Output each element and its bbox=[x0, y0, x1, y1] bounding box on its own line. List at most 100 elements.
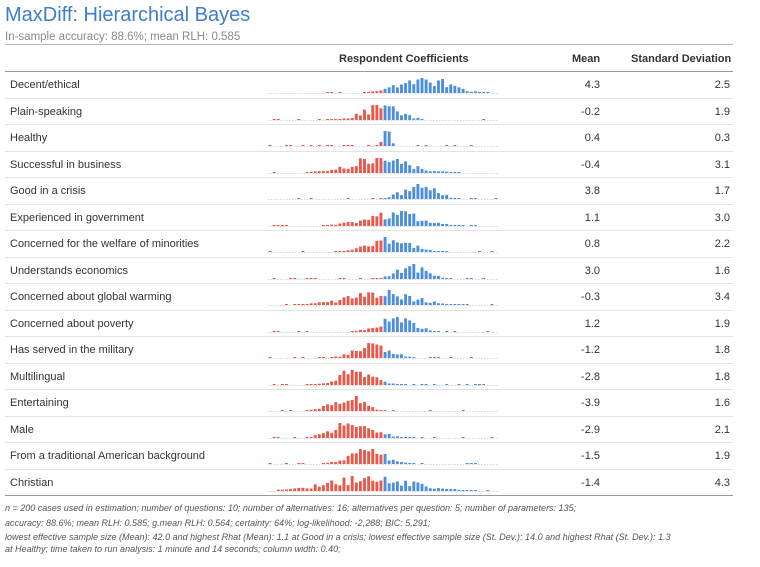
histogram-bar bbox=[330, 145, 334, 146]
histogram-bar bbox=[453, 145, 457, 146]
histogram-bar bbox=[428, 222, 432, 226]
histogram-bar bbox=[416, 327, 420, 332]
histogram-bar bbox=[408, 265, 412, 279]
histogram-bar bbox=[461, 410, 465, 411]
table-row: Concerned about global warming -0.3 3.4 bbox=[5, 284, 733, 311]
histogram-bar bbox=[453, 224, 457, 226]
footnote-2: accuracy: 88.6%; mean RLH: 0.585; g.mean… bbox=[5, 518, 431, 528]
histogram-bar bbox=[334, 251, 338, 252]
histogram-bar bbox=[354, 453, 358, 464]
histogram-bar bbox=[367, 246, 371, 252]
histogram-bar bbox=[338, 166, 342, 173]
histogram-bar bbox=[309, 277, 313, 279]
histogram-bar bbox=[469, 224, 473, 226]
histogram-bar bbox=[395, 316, 399, 332]
histogram-bar bbox=[338, 251, 342, 252]
histogram-bar bbox=[404, 317, 408, 332]
histogram-bar bbox=[391, 317, 395, 332]
histogram-bar bbox=[330, 169, 334, 173]
histogram-bar bbox=[416, 184, 420, 199]
row-mean: 0.4 bbox=[584, 132, 600, 144]
histogram-bar bbox=[395, 354, 399, 358]
histogram-bar bbox=[461, 224, 465, 226]
histogram-bar bbox=[326, 404, 330, 411]
histogram-bar bbox=[375, 277, 379, 279]
histogram-bar bbox=[297, 198, 301, 199]
histogram-bar bbox=[309, 171, 313, 173]
row-standard-deviation: 4.3 bbox=[714, 476, 730, 489]
histogram-bar bbox=[354, 165, 358, 173]
histogram-bar bbox=[457, 198, 461, 199]
histogram-bar bbox=[338, 484, 342, 491]
histogram-bar bbox=[367, 219, 371, 226]
histogram-bar bbox=[412, 186, 416, 199]
histogram-bar bbox=[305, 487, 309, 491]
coefficient-histogram bbox=[268, 449, 498, 465]
histogram-bar bbox=[321, 224, 325, 226]
histogram-bar bbox=[363, 477, 366, 491]
histogram-bar bbox=[358, 403, 362, 411]
histogram-bar bbox=[354, 297, 358, 305]
histogram-bar bbox=[326, 145, 330, 146]
histogram-bar bbox=[412, 117, 416, 120]
histogram-bar bbox=[400, 321, 403, 332]
histogram-bar bbox=[358, 371, 362, 385]
histogram-bar bbox=[272, 118, 276, 120]
histogram-bar bbox=[391, 85, 395, 93]
histogram-bar bbox=[416, 79, 420, 93]
histogram-bar bbox=[346, 198, 350, 199]
table-row: Christian -1.4 4.3 bbox=[5, 470, 733, 496]
histogram-bar bbox=[289, 145, 293, 146]
histogram-bar bbox=[469, 198, 473, 199]
row-standard-deviation: 3.4 bbox=[714, 291, 730, 303]
histogram-bar bbox=[321, 405, 325, 411]
histogram-bar bbox=[404, 294, 408, 305]
histogram-bar bbox=[272, 383, 276, 385]
histogram-bar bbox=[297, 330, 301, 332]
histogram-bar bbox=[268, 145, 272, 146]
histogram-bar bbox=[441, 488, 445, 491]
histogram-bar bbox=[383, 88, 387, 93]
histogram-bar bbox=[391, 211, 395, 226]
histogram-bar bbox=[305, 330, 309, 332]
row-standard-deviation: 0.3 bbox=[714, 132, 730, 144]
histogram-bar bbox=[400, 436, 403, 438]
row-standard-deviation: 1.9 bbox=[714, 317, 730, 330]
histogram-bar bbox=[432, 222, 436, 226]
histogram-bar bbox=[404, 267, 408, 279]
histogram-bar bbox=[330, 432, 334, 438]
histogram-bar bbox=[395, 480, 399, 491]
histogram-bar bbox=[371, 277, 375, 279]
histogram-bar bbox=[445, 87, 449, 93]
histogram-bar bbox=[465, 91, 469, 93]
row-label: Has served in the military bbox=[10, 344, 134, 356]
histogram-bar bbox=[408, 296, 412, 305]
row-standard-deviation: 2.1 bbox=[714, 423, 730, 436]
histogram-bar bbox=[338, 356, 342, 358]
histogram-bar bbox=[432, 85, 436, 93]
histogram-bar bbox=[330, 92, 334, 93]
histogram-bar bbox=[408, 243, 412, 252]
histogram-bar bbox=[453, 304, 457, 305]
row-mean: -1.2 bbox=[581, 344, 600, 356]
row-mean: -2.9 bbox=[581, 423, 600, 436]
histogram-bar bbox=[391, 105, 395, 120]
histogram-bar bbox=[342, 477, 346, 491]
histogram-bar bbox=[326, 302, 330, 305]
histogram-bar bbox=[350, 350, 354, 358]
histogram-bar bbox=[354, 248, 358, 252]
histogram-bar bbox=[404, 160, 408, 173]
histogram-bar bbox=[383, 410, 387, 411]
histogram-bar bbox=[404, 242, 408, 252]
histogram-bar bbox=[276, 118, 280, 120]
coefficient-histogram bbox=[268, 263, 498, 280]
histogram-bar bbox=[441, 303, 445, 305]
histogram-bar bbox=[375, 376, 379, 385]
histogram-bar bbox=[358, 157, 362, 173]
row-standard-deviation: 2.2 bbox=[714, 238, 730, 250]
histogram-bar bbox=[363, 245, 366, 252]
histogram-bar bbox=[326, 170, 330, 173]
histogram-bar bbox=[400, 299, 403, 305]
histogram-bar bbox=[334, 402, 338, 411]
histogram-bar bbox=[334, 118, 338, 120]
